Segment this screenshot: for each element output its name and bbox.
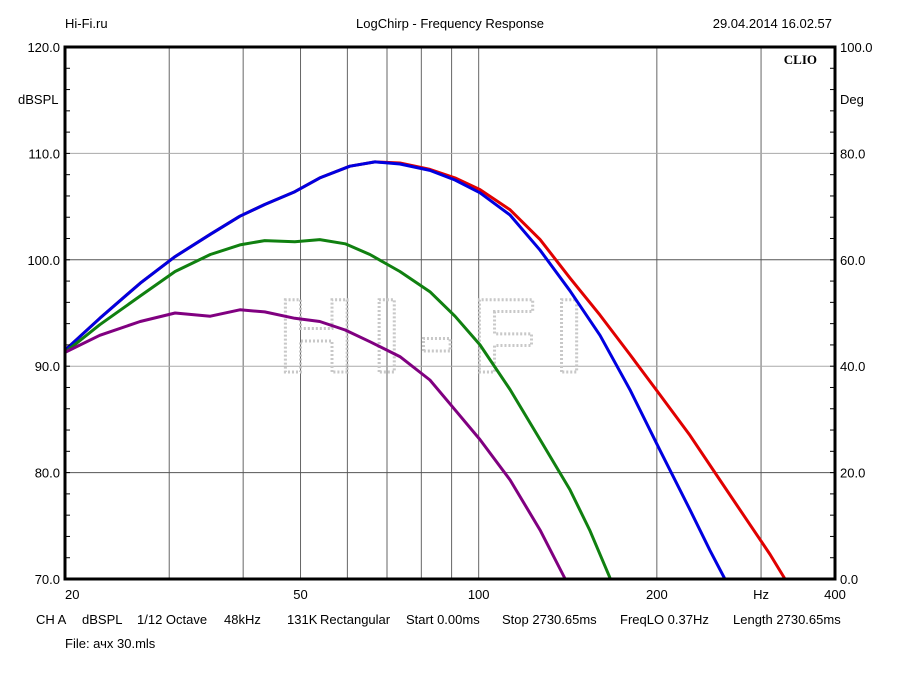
y-axis-label: dBSPL: [18, 92, 58, 107]
watermark: HI-FI: [278, 278, 601, 395]
footer-item: Stop 2730.65ms: [502, 612, 597, 627]
footer-item: CH A: [36, 612, 67, 627]
y-tick-label: 100.0: [27, 253, 60, 268]
x-tick-label: 200: [646, 587, 668, 602]
footer-item: dBSPL: [82, 612, 122, 627]
y2-tick-label: 60.0: [840, 253, 865, 268]
y2-tick-label: 20.0: [840, 466, 865, 481]
footer-item: Start 0.00ms: [406, 612, 480, 627]
clio-logo: CLIO: [784, 52, 817, 67]
y-tick-label: 110.0: [28, 146, 60, 161]
header-left: Hi-Fi.ru: [65, 16, 108, 31]
footer-item: 48kHz: [224, 612, 261, 627]
grid: [65, 47, 835, 579]
series-purple-line: [64, 308, 567, 580]
axis-ticks: [65, 46, 835, 580]
footer-item: Length 2730.65ms: [733, 612, 841, 627]
x-tick-label: Hz: [753, 587, 769, 602]
footer-item: 1/12 Octave: [137, 612, 207, 627]
x-tick-label: 400: [824, 587, 846, 602]
x-tick-label: 20: [65, 587, 79, 602]
y-tick-label: 120.0: [27, 40, 60, 55]
y-tick-label: 80.0: [35, 466, 60, 481]
x-tick-label: 100: [468, 587, 490, 602]
y2-tick-label: 40.0: [840, 359, 865, 374]
footer-item: FreqLO 0.37Hz: [620, 612, 709, 627]
footer: CH A dBSPL 1/12 Octave 48kHz 131K Rectangular…: [36, 612, 841, 627]
footer-item: Rectangular: [320, 612, 391, 627]
y2-tick-label: 100.0: [840, 40, 873, 55]
series-green-line: [64, 238, 612, 579]
series-blue-line: [63, 160, 727, 580]
series-group: [63, 160, 787, 580]
header-timestamp: 29.04.2014 16.02.57: [713, 16, 832, 31]
file-name: File: ачх 30.mls: [65, 636, 156, 651]
y-tick-label: 90.0: [35, 359, 60, 374]
chart-title: LogChirp - Frequency Response: [356, 16, 544, 31]
footer-item: 131K: [287, 612, 318, 627]
y2-tick-label: 80.0: [840, 146, 865, 161]
plot-frame: [63, 45, 837, 581]
y2-tick-label: 0.0: [840, 572, 858, 587]
y2-axis-label: Deg: [840, 92, 864, 107]
y-tick-label: 70.0: [35, 572, 60, 587]
x-tick-label: 50: [293, 587, 307, 602]
